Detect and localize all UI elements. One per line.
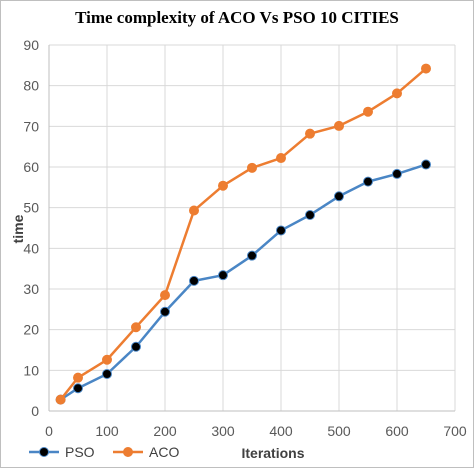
- pso-point: [189, 275, 199, 286]
- pso-point: [363, 176, 373, 187]
- aco-point: [363, 106, 373, 117]
- x-tick-label: 100: [95, 423, 119, 439]
- legend-label: PSO: [65, 444, 95, 460]
- aco-point: [189, 205, 199, 216]
- legend-item-aco: ACO: [113, 444, 179, 460]
- aco-point: [218, 180, 228, 191]
- pso-point: [73, 383, 83, 394]
- x-axis-label: Iterations: [241, 445, 304, 461]
- y-axis-label: time: [10, 214, 26, 243]
- aco-point: [334, 120, 344, 131]
- aco-point: [102, 354, 112, 365]
- pso-point: [247, 250, 257, 261]
- aco-point: [247, 162, 257, 173]
- x-tick-label: 700: [443, 423, 467, 439]
- pso-point: [392, 168, 402, 179]
- legend-item-pso: PSO: [29, 444, 95, 460]
- x-tick-label: 0: [45, 423, 53, 439]
- y-tick-label: 60: [23, 159, 39, 175]
- chart-title: Time complexity of ACO Vs PSO 10 CITIES: [75, 8, 399, 27]
- pso-point: [131, 341, 141, 352]
- aco-point: [392, 88, 402, 99]
- pso-point: [218, 270, 228, 281]
- legend-swatch-marker: [39, 447, 49, 457]
- y-axis-tick-labels: 0 10 20 30 40 50 60 70 80 90: [23, 37, 39, 419]
- y-tick-label: 0: [31, 403, 39, 419]
- aco-point: [160, 290, 170, 301]
- aco-point: [276, 153, 286, 164]
- y-tick-label: 80: [23, 78, 39, 94]
- axes: [48, 45, 455, 412]
- legend-swatch-marker: [123, 447, 133, 457]
- y-tick-label: 30: [23, 281, 39, 297]
- data-series: [55, 63, 431, 405]
- y-tick-label: 40: [23, 240, 39, 256]
- pso-point: [334, 191, 344, 202]
- aco-point: [305, 128, 315, 139]
- aco-line: [59, 67, 427, 401]
- aco-point: [131, 322, 141, 333]
- x-axis-tick-labels: 0 100 200 300 400 500 600 700: [45, 423, 467, 439]
- y-tick-label: 90: [23, 37, 39, 53]
- pso-line: [59, 163, 427, 401]
- aco-point: [55, 394, 66, 405]
- x-tick-label: 500: [327, 423, 351, 439]
- pso-point: [305, 209, 315, 220]
- aco-point: [73, 372, 83, 383]
- pso-point: [160, 306, 170, 317]
- pso-point: [102, 368, 112, 379]
- legend-label: ACO: [149, 444, 179, 460]
- pso-point: [276, 225, 286, 236]
- series-aco: [55, 63, 431, 405]
- x-tick-label: 600: [385, 423, 409, 439]
- y-tick-label: 50: [23, 200, 39, 216]
- x-tick-label: 200: [153, 423, 177, 439]
- y-tick-label: 70: [23, 118, 39, 134]
- series-pso: [55, 159, 431, 405]
- legend: PSO ACO: [29, 444, 179, 460]
- x-tick-label: 400: [269, 423, 293, 439]
- aco-point: [421, 63, 431, 74]
- y-tick-label: 20: [23, 322, 39, 338]
- pso-point: [421, 159, 431, 170]
- x-tick-label: 300: [211, 423, 235, 439]
- y-tick-label: 10: [23, 362, 39, 378]
